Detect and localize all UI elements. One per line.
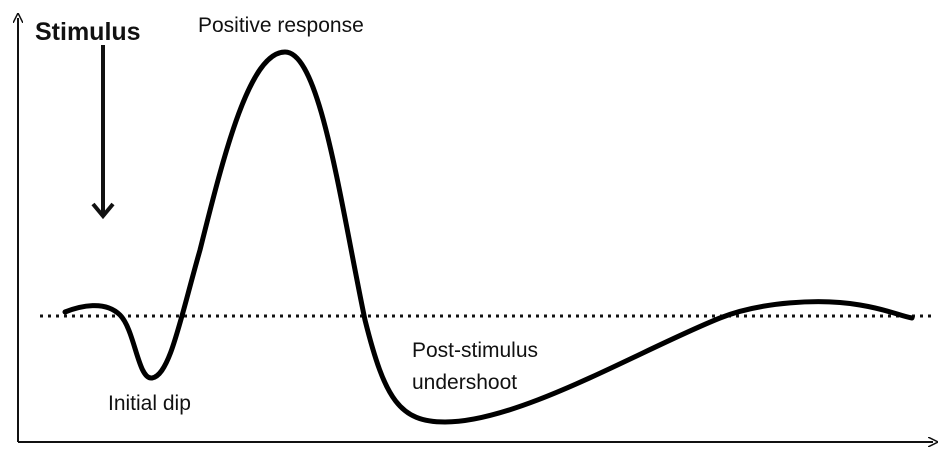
stimulus-label: Stimulus [35, 18, 141, 46]
initial-dip-label: Initial dip [108, 392, 191, 415]
response-curve [62, 49, 915, 425]
undershoot-label: undershoot [412, 371, 517, 394]
undershoot-label: Post-stimulus [412, 339, 538, 362]
positive-response-label: Positive response [198, 14, 364, 37]
